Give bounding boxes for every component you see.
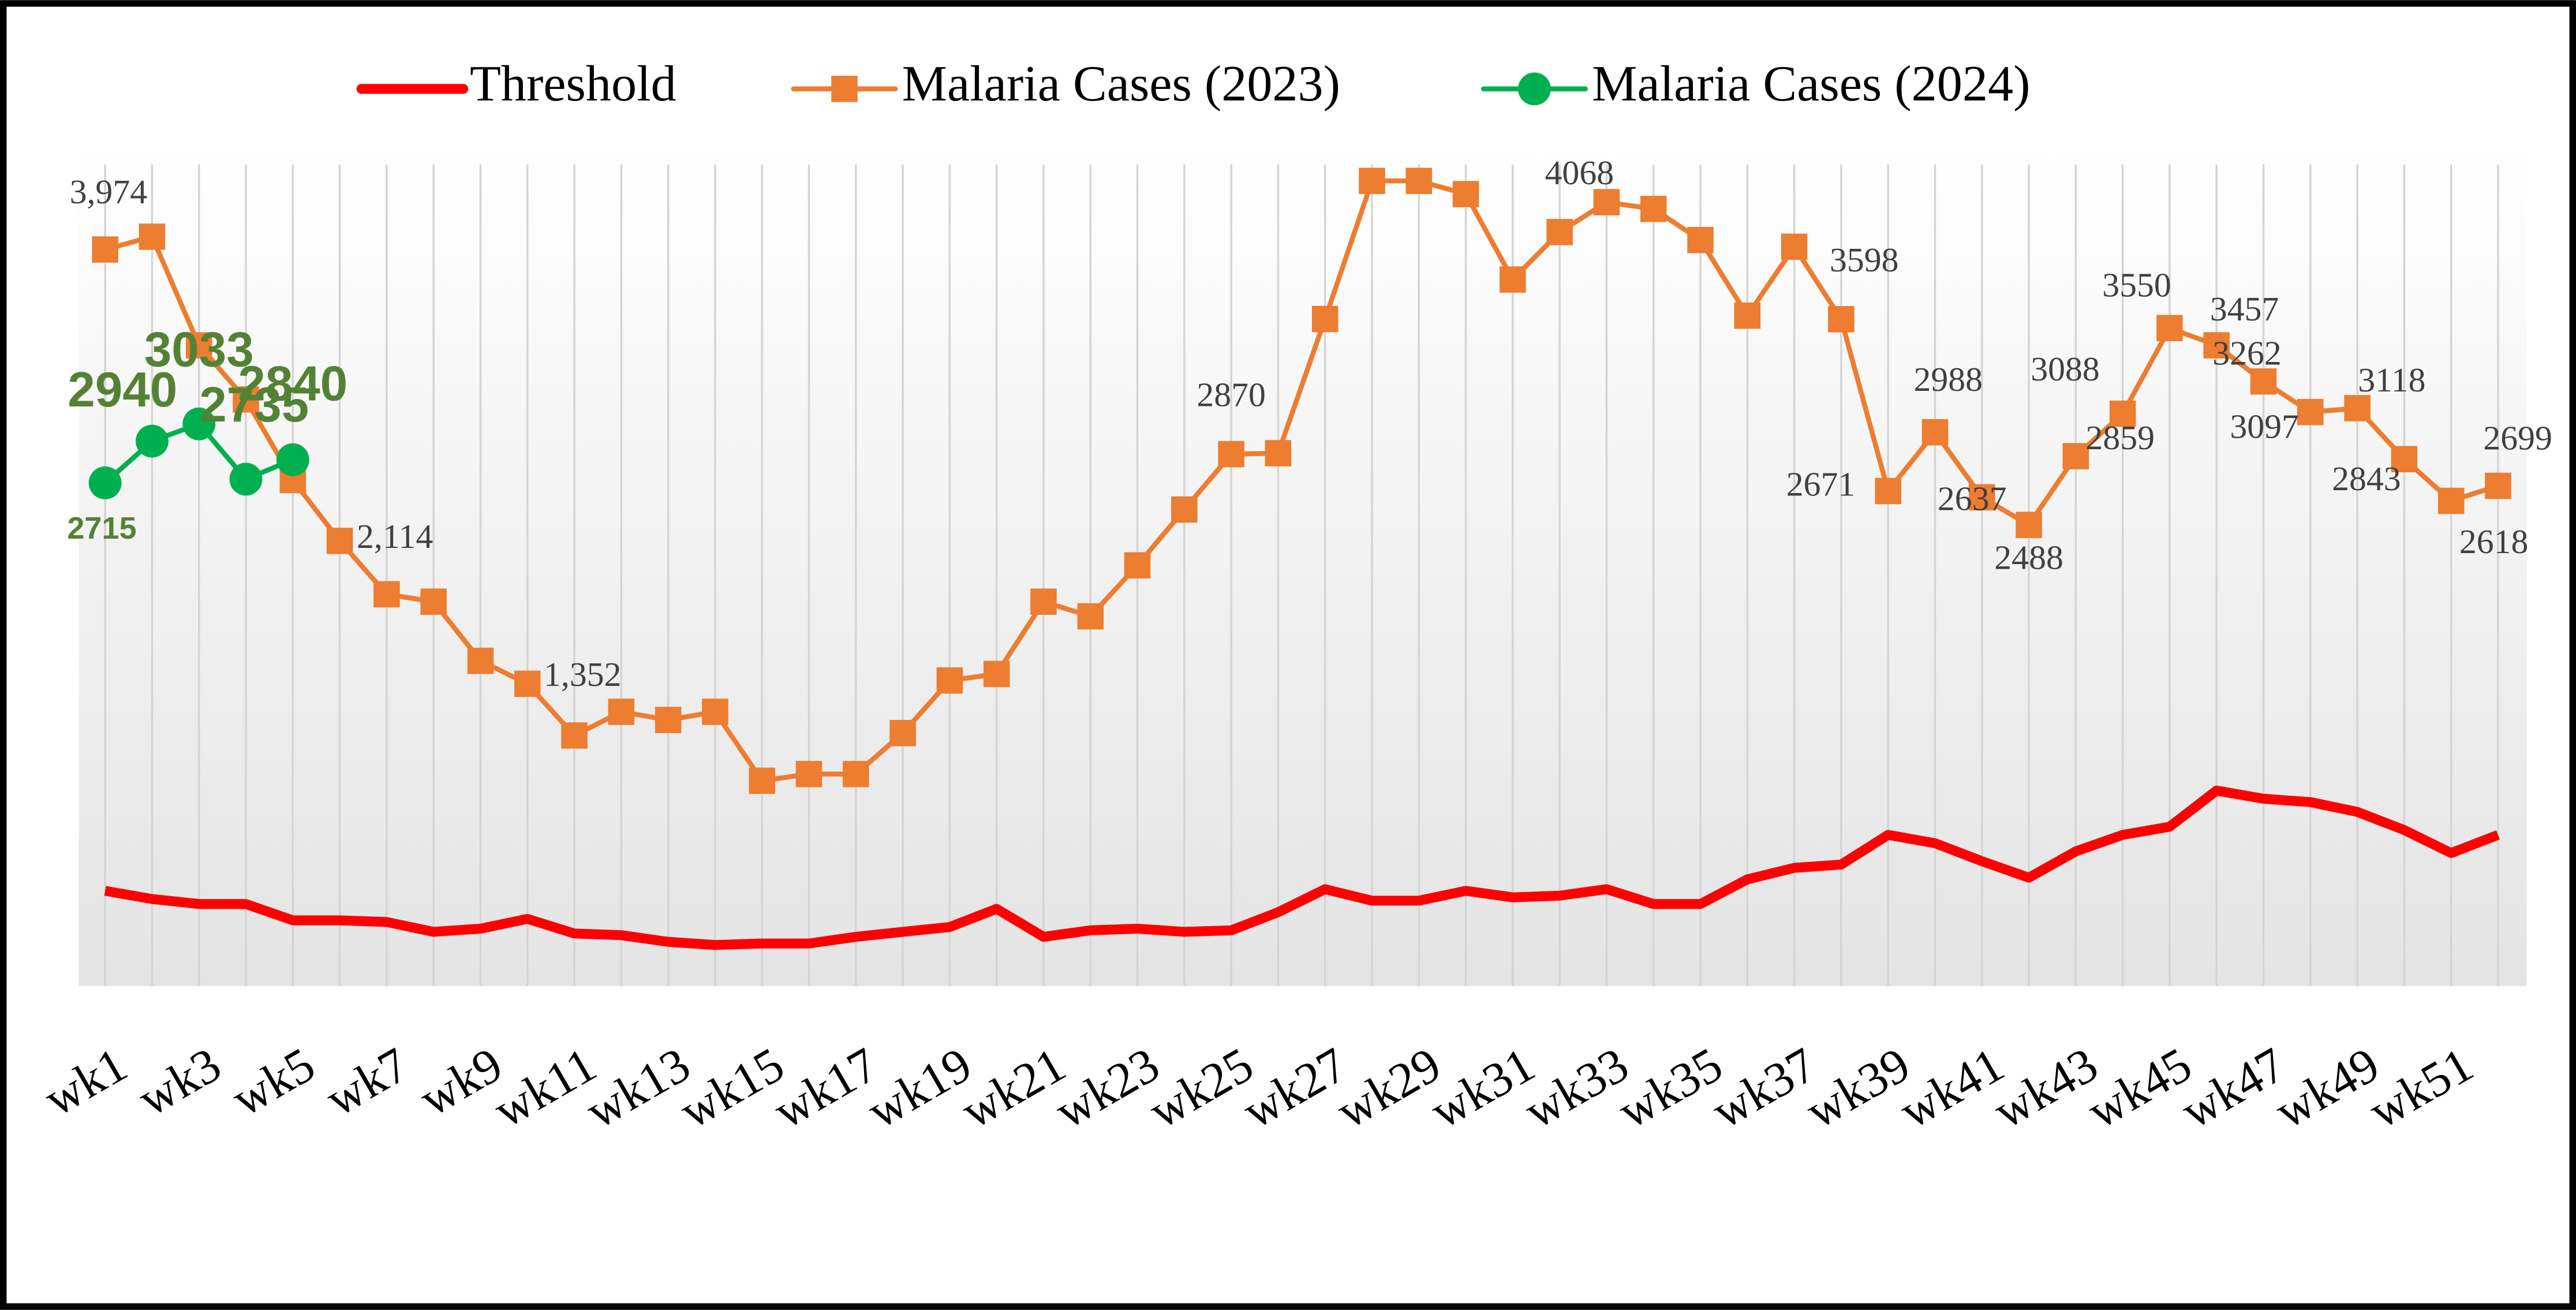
marker: [88, 466, 122, 499]
marker: [139, 223, 166, 250]
marker: [795, 760, 822, 788]
data-label: 3118: [2358, 361, 2425, 399]
data-label: 2870: [1197, 376, 1266, 414]
marker: [276, 443, 309, 476]
marker: [2109, 400, 2136, 427]
data-label: 2671: [1786, 465, 1856, 503]
data-label: 4068: [1545, 154, 1614, 192]
data-label: 2843: [2332, 460, 2401, 498]
marker: [936, 667, 963, 694]
marker: [326, 528, 353, 554]
data-label: 3262: [2212, 334, 2282, 372]
legend-marker: [831, 76, 858, 102]
marker: [1875, 477, 1901, 505]
marker: [1734, 302, 1761, 329]
legend-label: Malaria Cases (2023): [902, 55, 1340, 112]
data-label: 2840: [238, 357, 347, 412]
marker: [182, 407, 216, 441]
plot-background: [78, 148, 2527, 987]
marker: [185, 332, 212, 359]
data-label: 3097: [2230, 408, 2299, 446]
legend-marker: [1517, 72, 1551, 106]
marker: [1124, 552, 1151, 579]
marker: [229, 462, 263, 496]
data-label: 3457: [2210, 290, 2279, 328]
marker: [843, 760, 869, 788]
data-label: 2488: [1994, 539, 2063, 577]
marker: [2485, 472, 2511, 499]
marker: [1218, 441, 1244, 468]
marker: [420, 588, 447, 615]
marker: [2203, 332, 2230, 359]
marker: [467, 647, 494, 674]
marker: [1405, 167, 1433, 195]
data-label: 2,114: [357, 517, 433, 555]
marker: [1640, 196, 1667, 222]
marker: [1593, 189, 1620, 216]
data-label: 2859: [2085, 419, 2155, 457]
series-line: [104, 178, 2499, 783]
data-label: 1,352: [544, 655, 621, 693]
data-label: 3088: [2031, 350, 2100, 388]
marker: [2250, 368, 2277, 395]
data-label: 2715: [67, 511, 136, 546]
data-label: 2735: [199, 378, 309, 432]
marker: [1171, 496, 1198, 523]
series-line: [104, 785, 2500, 950]
marker: [2437, 487, 2465, 514]
data-label: 3598: [1830, 241, 1899, 279]
marker: [373, 581, 400, 608]
marker: [983, 660, 1010, 688]
marker: [1969, 484, 1995, 511]
legend-label: Threshold: [470, 55, 676, 112]
marker: [2016, 512, 2042, 538]
data-label: 3033: [144, 322, 254, 377]
marker: [2344, 395, 2371, 421]
marker: [749, 767, 775, 794]
marker: [514, 670, 541, 697]
data-label: 2940: [68, 363, 177, 417]
marker: [1311, 305, 1339, 333]
marker: [1781, 233, 1808, 260]
marker: [233, 386, 259, 413]
marker: [561, 722, 588, 749]
marker: [608, 699, 635, 725]
marker: [1546, 219, 1573, 245]
marker: [2297, 398, 2324, 426]
marker: [1921, 419, 1949, 446]
marker: [1452, 181, 1479, 207]
marker: [1077, 603, 1104, 630]
data-label: 2637: [1938, 480, 2007, 518]
data-label: 3550: [2102, 266, 2171, 304]
data-label: 2699: [2483, 419, 2552, 457]
marker: [135, 424, 169, 458]
data-label: 2618: [2459, 522, 2529, 561]
marker: [702, 699, 728, 725]
marker: [655, 707, 682, 733]
marker: [92, 236, 118, 263]
marker: [1828, 306, 1855, 333]
marker: [889, 720, 916, 747]
marker: [1265, 440, 1292, 466]
marker: [2062, 443, 2089, 469]
data-label: 3,974: [70, 173, 147, 211]
marker: [1030, 588, 1057, 615]
legend-label: Malaria Cases (2024): [1592, 55, 2030, 112]
marker: [2156, 315, 2183, 342]
marker: [1500, 266, 1526, 293]
marker: [1359, 167, 1385, 195]
marker: [1687, 226, 1714, 253]
data-label: 2988: [1913, 360, 1983, 398]
marker: [2391, 446, 2418, 473]
